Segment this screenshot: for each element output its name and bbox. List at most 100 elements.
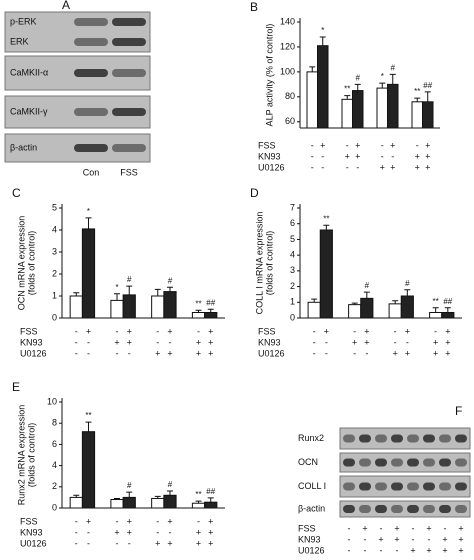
panel-label: F [455, 404, 462, 418]
treatment-sign: + [208, 527, 213, 537]
treatment-sign: - [116, 348, 119, 358]
significance-marker: ** [414, 87, 420, 96]
band [375, 458, 387, 467]
band [343, 482, 355, 491]
panel-label: D [250, 186, 259, 200]
significance-marker: ** [195, 299, 201, 308]
lane-label: FSS [120, 167, 138, 177]
band-label: Runx2 [298, 433, 324, 443]
treatment-sign: + [167, 538, 172, 548]
bar [122, 294, 136, 319]
treatment-sign: + [208, 538, 213, 548]
blot-box [339, 500, 471, 518]
bar [400, 295, 414, 319]
treatment-sign: - [116, 538, 119, 548]
significance-marker: * [381, 72, 384, 81]
significance-marker: ** [195, 490, 201, 499]
band [74, 18, 108, 26]
treatment-sign: - [348, 545, 351, 555]
lane-label: Con [83, 167, 100, 177]
treatment-sign: - [116, 516, 119, 526]
bar [151, 295, 165, 319]
treatment-sign: - [396, 545, 399, 555]
y-axis-label: OCN mRNA expression [16, 216, 26, 311]
treatment-sign: - [325, 348, 328, 358]
treatment-sign: - [75, 538, 78, 548]
treatment-sign: + [127, 527, 132, 537]
treatment-label: U0126 [20, 538, 47, 548]
treatment-sign: - [406, 337, 409, 347]
band [439, 458, 451, 467]
significance-marker: ** [323, 214, 329, 223]
treatment-sign: + [390, 162, 395, 172]
bar [376, 87, 388, 129]
significance-marker: ** [85, 411, 91, 420]
treatment-sign: + [355, 140, 360, 150]
treatment-sign: - [346, 162, 349, 172]
y-axis-label: Runx2 mRNA expression [16, 405, 26, 506]
treatment-label: U0126 [20, 348, 47, 358]
band [375, 482, 387, 491]
treatment-sign: - [364, 534, 367, 544]
bar [122, 496, 136, 509]
treatment-sign: - [348, 523, 351, 533]
treatment-sign: + [155, 348, 160, 358]
error-bar [166, 490, 173, 496]
treatment-sign: + [410, 545, 415, 555]
significance-marker: * [115, 283, 118, 292]
error-bar [404, 289, 411, 296]
error-bar [166, 286, 173, 292]
treatment-label: FSS [258, 326, 276, 336]
treatment-label: U0126 [298, 545, 325, 555]
treatment-sign: + [86, 326, 91, 336]
significance-marker: # [168, 276, 173, 285]
y-axis-label: (folds of control) [264, 231, 274, 296]
bar [388, 303, 402, 319]
treatment-sign: - [87, 538, 90, 548]
y-tick-label: 1 [290, 297, 295, 307]
y-tick-label: 60 [285, 116, 295, 126]
blot-box [339, 427, 471, 450]
y-tick-label: 2 [290, 281, 295, 291]
bar [307, 301, 321, 319]
band [391, 482, 403, 491]
bar [69, 496, 83, 509]
treatment-sign: - [321, 151, 324, 161]
treatment-sign: + [208, 337, 213, 347]
treatment-sign: + [458, 545, 463, 555]
bar [306, 71, 318, 129]
treatment-sign: + [196, 348, 201, 358]
treatment-sign: - [311, 151, 314, 161]
treatment-sign: - [75, 516, 78, 526]
treatment-sign: - [353, 348, 356, 358]
bar [110, 299, 124, 319]
band [74, 144, 108, 152]
band [391, 505, 403, 513]
treatment-sign: - [87, 527, 90, 537]
significance-marker: ** [433, 297, 439, 306]
treatment-sign: + [426, 523, 431, 533]
treatment-sign: - [128, 538, 131, 548]
band [439, 434, 451, 443]
treatment-sign: + [458, 523, 463, 533]
treatment-sign: + [390, 140, 395, 150]
bar [191, 502, 206, 509]
treatment-sign: - [156, 337, 159, 347]
treatment-sign: - [394, 337, 397, 347]
bar [387, 83, 399, 129]
bar [151, 497, 165, 509]
band [359, 434, 371, 443]
treatment-sign: + [167, 326, 172, 336]
treatment-sign: - [156, 326, 159, 336]
treatment-sign: - [356, 162, 359, 172]
treatment-sign: + [393, 348, 398, 358]
treatment-sign: - [416, 140, 419, 150]
treatment-sign: - [444, 523, 447, 533]
error-bar [126, 285, 133, 295]
bar [110, 499, 124, 509]
significance-marker: ## [206, 487, 215, 496]
bar [163, 291, 177, 319]
error-bar [354, 83, 361, 91]
band [359, 505, 371, 513]
band [407, 458, 419, 467]
